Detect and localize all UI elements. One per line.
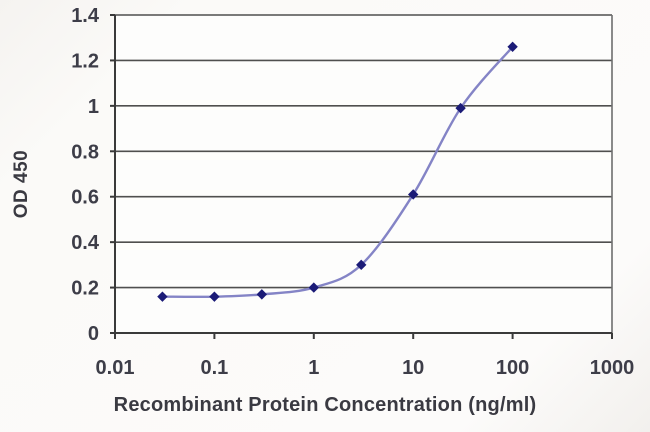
data-point-marker [408, 189, 419, 200]
y-tick-label: 1.2 [71, 50, 99, 72]
y-tick-label: 0.2 [71, 278, 99, 300]
data-point-marker [157, 291, 168, 302]
x-tick-label: 1 [308, 357, 319, 379]
x-tick-label: 0.01 [96, 357, 135, 379]
data-point-marker [455, 102, 466, 114]
y-tick-label: 1.4 [71, 5, 100, 27]
x-tick-label: 1000 [590, 357, 635, 379]
x-axis-title: Recombinant Protein Concentration (ng/ml… [113, 394, 537, 416]
y-tick-label: 0.4 [71, 232, 100, 254]
data-point-marker [356, 259, 367, 271]
x-tick-label: 0.1 [200, 357, 228, 379]
data-point-marker [256, 289, 268, 300]
y-tick-label: 1 [88, 96, 99, 118]
data-point-marker [507, 41, 518, 52]
y-tick-label: 0.8 [71, 141, 99, 163]
data-point-marker [209, 291, 220, 302]
y-axis-title: OD 450 [11, 149, 32, 219]
series-line [161, 45, 514, 299]
y-tick-label: 0 [88, 323, 99, 345]
y-tick-label: 0.6 [71, 187, 99, 209]
x-tick-label: 10 [402, 357, 424, 379]
data-point-marker [308, 282, 319, 293]
plot-background [115, 15, 612, 333]
x-tick-label: 100 [496, 357, 529, 379]
